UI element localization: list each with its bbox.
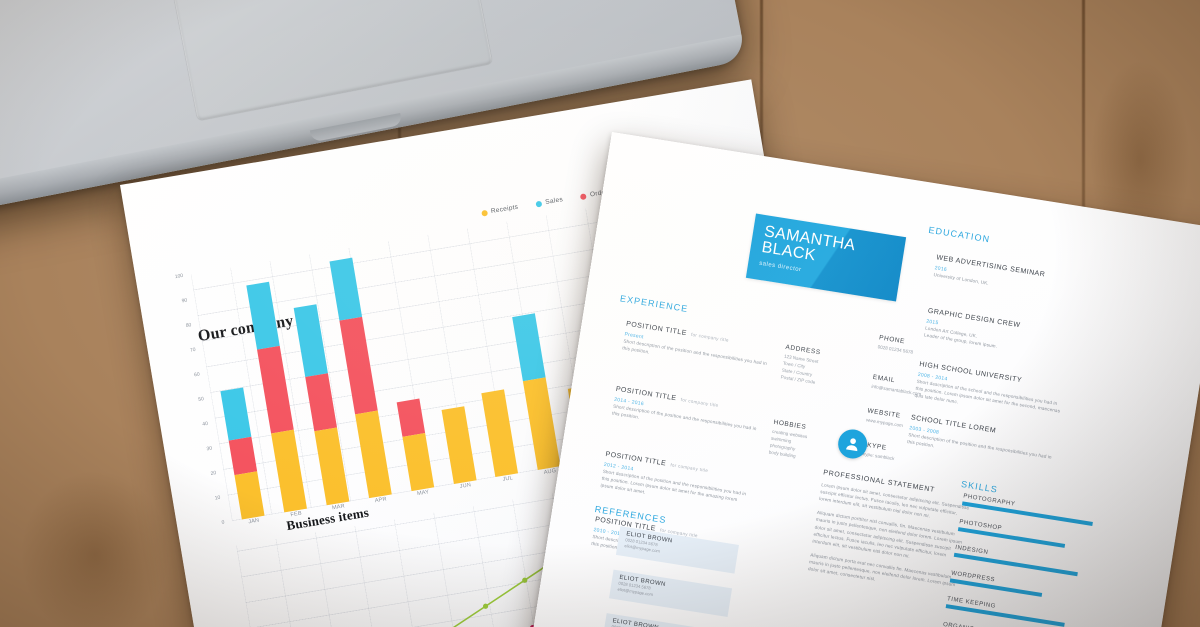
bar-segment — [523, 377, 561, 470]
legend-swatch-icon — [481, 209, 489, 217]
experience-heading: EXPERIENCE — [619, 293, 690, 315]
bar-segment — [293, 304, 328, 378]
bar-segment — [396, 398, 425, 437]
bar-segment — [339, 316, 378, 415]
y-axis-tick: 10 — [214, 494, 221, 502]
legend-swatch-icon — [580, 192, 588, 200]
experience-note: for company title — [680, 397, 719, 408]
bar-segment — [228, 436, 258, 476]
y-axis-tick: 70 — [189, 346, 197, 354]
wood-knot — [20, 470, 170, 627]
experience-note: for company title — [690, 331, 730, 343]
y-axis-tick: 80 — [185, 322, 192, 330]
y-axis-tick: 30 — [206, 445, 213, 453]
y-axis-tick: 0 — [221, 519, 225, 526]
bar-segment — [314, 427, 350, 506]
y-axis-tick: 50 — [197, 396, 205, 403]
bar-segment — [402, 433, 434, 492]
y-axis-tick: 40 — [201, 420, 209, 428]
bar-segment — [481, 389, 519, 477]
experience-note: for company title — [670, 462, 709, 474]
y-axis-tick: 100 — [174, 272, 184, 281]
bar-segment — [220, 387, 252, 441]
avatar-person-icon — [836, 427, 870, 461]
bar-segment — [256, 345, 294, 434]
x-axis-tick: JUL — [502, 475, 514, 484]
education-item: WEB ADVERTISING SEMINAR 2016 University of… — [933, 246, 1086, 301]
experience-item: POSITION TITLE for company title 2014 - 2… — [611, 378, 763, 440]
bar-segment — [354, 410, 392, 499]
experience-item: POSITION TITLE for company title 2012 - 2… — [600, 443, 753, 512]
bar-segment — [305, 373, 337, 432]
x-axis-tick: AUG — [543, 468, 557, 477]
x-axis-tick: APR — [374, 496, 388, 505]
bar-segment — [441, 406, 477, 485]
legend-label: Receipts — [490, 203, 519, 216]
x-axis-tick: MAY — [416, 489, 430, 498]
skills-heading: SKILLS — [960, 479, 999, 495]
y-axis-tick: 90 — [181, 297, 188, 305]
professional-statement-body: Lorem ipsum dolor sit amet, consectetur … — [806, 481, 970, 602]
experience-item: POSITION TITLE for company title Present S… — [622, 313, 774, 375]
bar-segment — [512, 313, 546, 382]
resume-printout-sheet[interactable]: SAMANTHA BLACK sales director EXPERIENCE… — [511, 132, 1200, 627]
x-axis-tick: JAN — [247, 517, 260, 526]
legend-item: Sales — [535, 196, 564, 208]
line-data-point — [482, 603, 489, 609]
legend-label: Sales — [544, 196, 564, 206]
line-data-point — [522, 577, 528, 583]
x-axis-tick: JUN — [459, 482, 472, 491]
legend-item: Receipts — [481, 204, 519, 217]
bar-column — [481, 389, 519, 477]
legend-swatch-icon — [535, 200, 543, 208]
person-glyph-icon — [846, 438, 858, 452]
bar-column — [396, 398, 434, 492]
bar-segment — [234, 471, 265, 520]
contact-field: ADDRESS 123 Name Street Town / City State /… — [780, 344, 871, 394]
bar-column — [220, 387, 265, 520]
bar-segment — [329, 257, 362, 321]
y-axis-tick: 60 — [193, 371, 201, 379]
bar-column — [441, 406, 477, 485]
education-heading: EDUCATION — [927, 224, 991, 245]
bar-segment — [246, 281, 280, 350]
resume-name-banner: SAMANTHA BLACK sales director — [745, 213, 907, 302]
y-axis-tick: 20 — [210, 470, 217, 477]
bar-segment — [270, 429, 307, 513]
bar-column — [512, 313, 561, 470]
